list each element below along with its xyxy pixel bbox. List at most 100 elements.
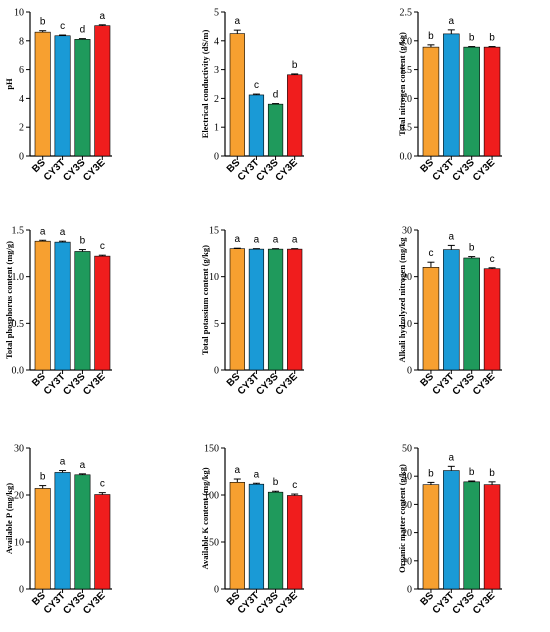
bar-CY3S xyxy=(463,481,480,590)
y-tick-label: 2.5 xyxy=(400,8,413,19)
bar-CY3T xyxy=(248,483,265,590)
bar-CY3T xyxy=(248,248,265,371)
y-axis-title: Available K content (mg/kg) xyxy=(200,467,210,569)
bar-BS xyxy=(229,248,245,371)
y-tick-label: 6 xyxy=(19,65,24,76)
bar-CY3S xyxy=(267,491,284,590)
x-tick-label: CY3S xyxy=(451,157,477,183)
y-axis-title: Total phosphorus content (mg/g) xyxy=(4,241,14,359)
y-tick-label: 0 xyxy=(214,366,219,377)
bar-CY3T xyxy=(443,33,460,157)
chart-tp: 0.0 0.5 1.0 1.5 Total phosphorus content (mg… xyxy=(4,226,112,398)
y-axis-title: Available P (mg/kg) xyxy=(4,483,14,554)
y-axis-title: Total nitrogen content (g/kg) xyxy=(397,32,407,136)
y-axis-title: Alkali hydrolyzed nitrogen (mg/kg xyxy=(397,237,407,363)
y-tick-label: 0.0 xyxy=(400,152,413,163)
significance-letter: b xyxy=(40,17,46,28)
significance-letter: a xyxy=(60,227,66,238)
bar-CY3S xyxy=(463,46,480,157)
significance-letter: a xyxy=(273,235,279,246)
significance-letter: a xyxy=(449,452,455,463)
x-tick-label: CY3E xyxy=(274,590,300,616)
y-tick-label: 1 xyxy=(214,123,219,134)
y-tick-label: 0 xyxy=(214,585,219,596)
significance-letter: a xyxy=(60,457,66,468)
y-tick-label: 0 xyxy=(19,152,24,163)
bar-CY3E xyxy=(94,494,111,590)
y-tick-label: 40 xyxy=(402,472,412,483)
significance-letter: b xyxy=(469,467,475,478)
bar-CY3T xyxy=(443,470,460,590)
significance-letter: a xyxy=(100,11,106,22)
bar-BS xyxy=(422,484,440,590)
y-tick-label: 10 xyxy=(402,556,412,567)
significance-letter: a xyxy=(40,226,46,237)
y-tick-label: 50 xyxy=(402,444,412,455)
significance-letter: a xyxy=(292,235,298,246)
significance-letter: a xyxy=(235,234,241,245)
significance-letter: d xyxy=(80,25,86,36)
bar-CY3S xyxy=(463,257,480,371)
significance-letter: b xyxy=(40,472,46,483)
bar-CY3T xyxy=(54,35,71,157)
significance-letter: a xyxy=(235,16,241,27)
y-tick-label: 5 xyxy=(214,8,219,19)
y-tick-label: 10 xyxy=(14,538,24,549)
significance-letter: b xyxy=(292,60,298,71)
y-tick-label: 1.5 xyxy=(12,226,25,237)
x-tick-label: CY3E xyxy=(274,371,300,397)
significance-letter: b xyxy=(489,468,495,479)
y-tick-label: 100 xyxy=(204,491,219,502)
y-axis-title: pH xyxy=(4,78,14,90)
significance-letter: b xyxy=(80,236,86,247)
bar-CY3E xyxy=(287,248,303,371)
x-tick-label: CY3E xyxy=(81,157,107,183)
bar-BS xyxy=(422,267,440,371)
y-tick-label: 8 xyxy=(19,36,24,47)
bar-CY3S xyxy=(74,251,91,371)
bar-BS xyxy=(422,46,440,157)
y-tick-label: 30 xyxy=(402,226,412,237)
y-tick-label: 2.0 xyxy=(400,36,413,47)
significance-letter: b xyxy=(469,33,475,44)
bar-BS xyxy=(229,33,245,157)
significance-letter: b xyxy=(428,468,434,479)
significance-letter: c xyxy=(100,479,105,490)
y-tick-label: 10 xyxy=(402,319,412,330)
y-axis-title: Electrical conductivity (dS/m) xyxy=(200,30,210,139)
significance-letter: b xyxy=(273,477,279,488)
y-tick-label: 15 xyxy=(209,226,219,237)
y-tick-label: 0 xyxy=(407,366,412,377)
chart-tn: 0.0 0.5 1.0 1.5 2.0 2.5 Total nitrogen content… xyxy=(397,8,502,184)
y-axis-title: Organic matter content (g/kg) xyxy=(397,464,407,573)
y-tick-label: 50 xyxy=(209,538,219,549)
significance-letter: c xyxy=(254,80,259,91)
y-tick-label: 0.0 xyxy=(12,366,25,377)
y-tick-label: 20 xyxy=(402,528,412,539)
x-tick-label: CY3E xyxy=(81,371,107,397)
significance-letter: c xyxy=(60,21,65,32)
bar-CY3S xyxy=(267,103,284,157)
y-axis-title: Total potassium content (g/kg) xyxy=(200,245,210,355)
x-tick-label: CY3T xyxy=(431,157,457,183)
x-tick-label: CY3E xyxy=(81,590,107,616)
y-tick-label: 1.5 xyxy=(400,65,413,76)
bar-CY3T xyxy=(248,94,265,157)
bar-BS xyxy=(229,482,245,590)
bar-BS xyxy=(34,240,51,371)
y-tick-label: 4 xyxy=(214,36,219,47)
x-tick-label: CY3T xyxy=(431,371,457,397)
y-tick-label: 2 xyxy=(19,123,24,134)
bar-BS xyxy=(34,488,51,590)
significance-letter: a xyxy=(449,16,455,27)
x-tick-label: CY3E xyxy=(471,371,497,397)
y-tick-label: 4 xyxy=(19,94,24,105)
bar-CY3S xyxy=(267,248,284,371)
y-tick-label: 5 xyxy=(214,319,219,330)
